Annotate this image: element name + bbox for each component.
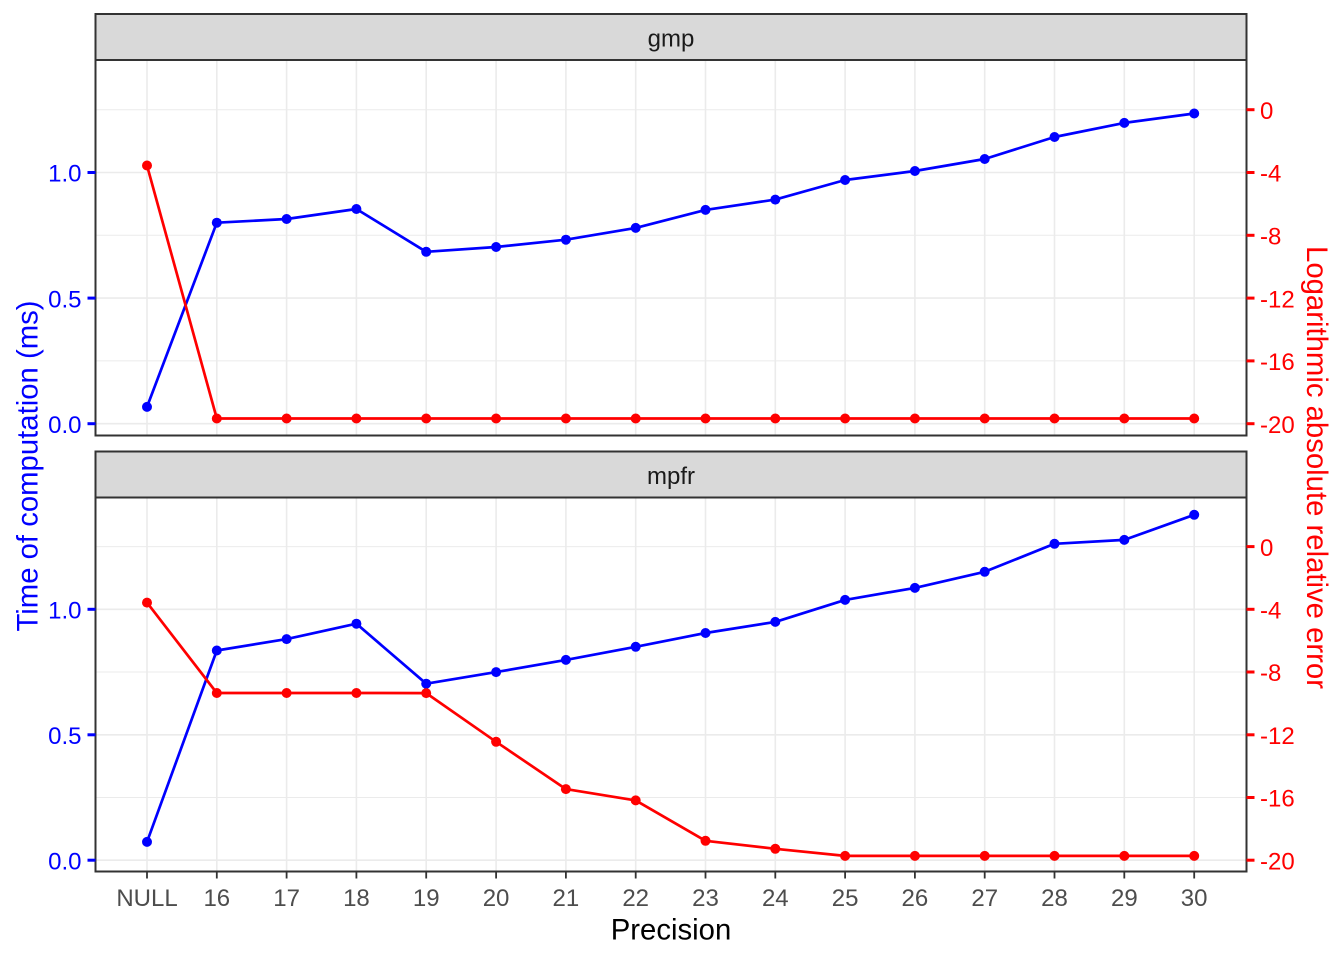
svg-text:-8: -8 <box>1260 224 1281 251</box>
svg-text:0: 0 <box>1260 535 1273 562</box>
svg-text:-20: -20 <box>1260 412 1295 439</box>
svg-text:-20: -20 <box>1260 848 1295 875</box>
svg-text:27: 27 <box>971 885 998 912</box>
svg-text:24: 24 <box>762 885 789 912</box>
svg-text:28: 28 <box>1041 885 1068 912</box>
svg-text:-16: -16 <box>1260 786 1295 813</box>
svg-text:26: 26 <box>902 885 929 912</box>
svg-text:23: 23 <box>692 885 719 912</box>
svg-text:-12: -12 <box>1260 286 1295 313</box>
svg-text:16: 16 <box>203 885 230 912</box>
svg-text:-12: -12 <box>1260 723 1295 750</box>
svg-text:mpfr: mpfr <box>647 463 695 490</box>
svg-text:-8: -8 <box>1260 660 1281 687</box>
svg-text:0.5: 0.5 <box>48 723 81 750</box>
svg-text:18: 18 <box>343 885 370 912</box>
svg-text:20: 20 <box>483 885 510 912</box>
svg-text:29: 29 <box>1111 885 1138 912</box>
svg-text:0.0: 0.0 <box>48 848 81 875</box>
svg-text:0.5: 0.5 <box>48 286 81 313</box>
svg-text:1.0: 1.0 <box>48 161 81 188</box>
svg-text:0.0: 0.0 <box>48 412 81 439</box>
svg-text:1.0: 1.0 <box>48 598 81 625</box>
svg-text:30: 30 <box>1181 885 1208 912</box>
svg-text:gmp: gmp <box>648 26 695 53</box>
svg-text:Precision: Precision <box>611 914 732 947</box>
svg-text:Time of computation (ms): Time of computation (ms) <box>12 300 45 631</box>
svg-text:0: 0 <box>1260 98 1273 125</box>
svg-text:Logarithmic absolute relative: Logarithmic absolute relative error <box>1300 246 1333 689</box>
svg-text:-4: -4 <box>1260 161 1281 188</box>
svg-text:22: 22 <box>622 885 649 912</box>
svg-text:-4: -4 <box>1260 598 1281 625</box>
svg-text:17: 17 <box>273 885 300 912</box>
svg-text:NULL: NULL <box>116 885 177 912</box>
svg-text:19: 19 <box>413 885 440 912</box>
svg-text:25: 25 <box>832 885 859 912</box>
svg-text:21: 21 <box>553 885 580 912</box>
svg-text:-16: -16 <box>1260 349 1295 376</box>
